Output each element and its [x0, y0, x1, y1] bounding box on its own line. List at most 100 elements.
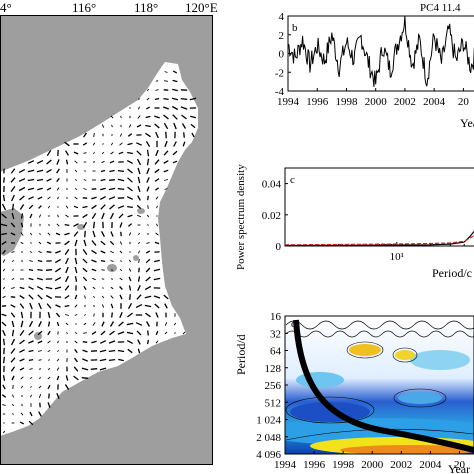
current-vector [36, 178, 44, 182]
panel-c-label: c [290, 174, 295, 186]
current-vector [56, 168, 60, 174]
x-tick-label: 1996 [303, 459, 326, 471]
current-vector [45, 286, 53, 290]
current-vector [102, 143, 104, 145]
current-vector [83, 179, 87, 181]
current-vector [109, 204, 115, 210]
current-vector [56, 367, 60, 371]
current-vector [128, 285, 132, 291]
current-vector [2, 356, 6, 364]
current-vector [154, 97, 160, 101]
current-vector [82, 258, 88, 264]
current-vector [74, 196, 78, 200]
current-vector [164, 140, 168, 148]
current-vector [91, 268, 97, 272]
current-vector [155, 80, 159, 82]
panel-b-frame [287, 15, 474, 92]
current-vector [164, 188, 168, 190]
current-vector [101, 295, 105, 299]
current-vector [146, 167, 150, 175]
current-vector [47, 321, 51, 327]
current-vector [100, 250, 106, 254]
current-vector [64, 249, 70, 255]
current-vector [92, 230, 96, 238]
current-vector [38, 321, 42, 327]
current-vector [99, 367, 107, 371]
current-vector [127, 168, 133, 174]
current-vector [20, 213, 24, 219]
current-vector [127, 348, 133, 354]
current-vector [55, 232, 61, 236]
current-vector [99, 349, 107, 353]
current-vector [82, 349, 88, 353]
current-vector [146, 214, 150, 218]
panel-b: PC4 11.4 b 420-2-4 1994 1996 1998 2000 2002 2… [275, 2, 474, 130]
y-tick-label: 4 096 [256, 449, 281, 461]
current-vector [83, 132, 87, 138]
current-vector [182, 141, 186, 147]
current-vector [137, 186, 141, 192]
current-vector [47, 340, 51, 344]
x-tick-label: 1996 [306, 96, 329, 108]
current-vector [38, 368, 42, 370]
current-vector [91, 204, 97, 210]
current-vector [1, 213, 7, 219]
current-vector [91, 331, 97, 335]
current-vector [154, 168, 160, 174]
current-vector [91, 340, 97, 344]
current-vector [174, 332, 176, 334]
x-tick-label: 2004 [423, 96, 446, 108]
current-vector [138, 106, 140, 110]
current-vector [11, 194, 15, 202]
current-vector [92, 142, 96, 146]
current-vector [28, 330, 34, 336]
current-vector [2, 375, 6, 381]
current-vector [10, 177, 16, 183]
current-vector [119, 142, 123, 146]
current-vector [110, 286, 114, 290]
current-vector [119, 286, 123, 290]
current-vector [84, 295, 86, 299]
current-vector [109, 330, 115, 336]
current-vector [154, 259, 160, 263]
current-vector [1, 321, 7, 327]
current-vector [100, 178, 106, 182]
current-vector [163, 294, 169, 300]
current-vector [127, 340, 133, 344]
current-vector [156, 205, 158, 209]
current-vector [127, 186, 133, 192]
current-vector [92, 322, 96, 326]
current-vector [128, 259, 132, 263]
current-vector [99, 358, 107, 362]
current-vector [57, 214, 59, 218]
current-vector [2, 286, 6, 290]
panel-c-y-axis-label: Power spectrum density [235, 164, 247, 270]
current-vector [11, 251, 15, 253]
current-vector [108, 196, 116, 200]
current-vector [93, 313, 95, 317]
panel-b-title: PC4 11.4 [420, 2, 461, 14]
current-vector [19, 286, 25, 290]
current-vector [27, 187, 35, 191]
current-vector [154, 241, 160, 245]
current-vector [73, 205, 79, 209]
current-vector [127, 151, 133, 155]
current-vector [163, 122, 169, 130]
y-tick-label: 2 [279, 30, 285, 42]
current-vector [155, 149, 159, 157]
current-vector [73, 231, 79, 237]
current-vector [129, 294, 131, 300]
current-vector [47, 196, 51, 200]
current-vector [27, 169, 35, 173]
lon-tick-label: 120°E [185, 0, 218, 15]
current-vector [46, 159, 52, 165]
current-vector [136, 204, 142, 210]
current-vector [109, 321, 115, 327]
current-vector [92, 277, 96, 281]
current-vector [30, 232, 32, 236]
current-vector [147, 224, 149, 226]
current-vector [27, 160, 35, 164]
current-vector [46, 187, 52, 191]
current-vector [55, 312, 61, 318]
current-vector [110, 295, 114, 299]
